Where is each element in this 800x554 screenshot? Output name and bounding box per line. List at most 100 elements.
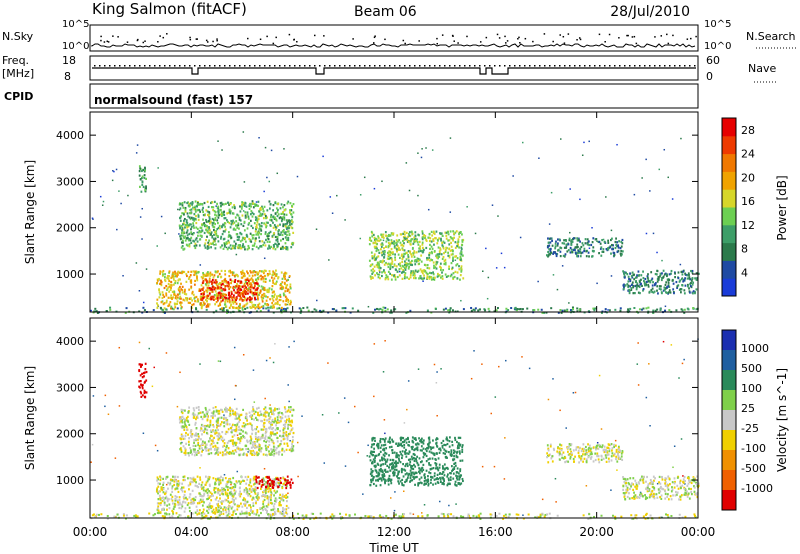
echo-cell: [431, 259, 434, 262]
echo-cell: [548, 237, 551, 240]
echo-cell: [244, 292, 247, 296]
echo-cell: [271, 291, 274, 294]
noise-cell: [113, 170, 115, 173]
ground-scatter-cell: [675, 309, 678, 312]
echo-cell: [188, 216, 191, 219]
echo-cell: [289, 287, 292, 290]
echo-cell: [244, 240, 247, 243]
noise-cell: [403, 422, 406, 424]
echo-cell: [202, 275, 205, 278]
echo-cell: [680, 270, 683, 274]
echo-cell: [402, 265, 405, 268]
echo-cell: [670, 272, 672, 275]
echo-cell: [191, 203, 194, 206]
echo-cell: [279, 233, 282, 236]
ground-scatter-cell: [171, 307, 174, 310]
echo-cell: [266, 475, 269, 479]
echo-cell: [241, 239, 244, 242]
echo-cell: [286, 475, 289, 478]
echo-cell: [279, 481, 282, 484]
echo-cell: [184, 478, 186, 482]
echo-cell: [280, 231, 283, 234]
echo-cell: [660, 278, 663, 282]
echo-cell: [194, 279, 196, 283]
echo-cell: [188, 406, 191, 409]
echo-cell: [274, 407, 276, 410]
echo-cell: [221, 213, 224, 216]
echo-cell: [230, 219, 233, 223]
echo-cell: [611, 243, 613, 247]
echo-cell: [235, 302, 238, 305]
ground-scatter-cell: [379, 514, 382, 517]
echo-cell: [606, 248, 609, 252]
echo-cell: [171, 274, 174, 277]
echo-cell: [201, 229, 204, 232]
echo-cell: [220, 438, 223, 441]
echo-cell: [426, 263, 429, 267]
power-colorbar-tick-label: 12: [741, 219, 755, 232]
echo-cell: [211, 492, 213, 496]
echo-cell: [223, 237, 226, 240]
echo-cell: [193, 283, 196, 286]
echo-cell: [378, 239, 381, 242]
echo-cell: [576, 243, 579, 246]
echo-cell: [258, 302, 261, 305]
echo-cell: [381, 274, 383, 278]
ground-scatter-cell: [627, 309, 630, 312]
echo-cell: [285, 285, 288, 288]
noise-cell: [92, 395, 95, 397]
echo-cell: [668, 273, 671, 276]
echo-cell: [563, 246, 566, 249]
echo-cell: [638, 285, 641, 289]
ground-scatter-cell: [283, 515, 286, 518]
ground-scatter-cell: [619, 309, 622, 312]
echo-cell: [217, 481, 220, 484]
echo-cell: [445, 234, 448, 237]
echo-cell: [210, 231, 213, 234]
echo-cell: [241, 298, 244, 302]
echo-cell: [205, 224, 207, 228]
echo-cell: [183, 428, 186, 431]
ground-scatter-cell: [179, 514, 182, 517]
echo-cell: [438, 255, 441, 258]
noise-cell: [181, 441, 183, 444]
noise-cell: [448, 504, 450, 507]
echo-cell: [387, 270, 390, 273]
echo-cell: [199, 498, 202, 501]
echo-cell: [209, 273, 212, 276]
echo-cell: [265, 295, 267, 298]
echo-cell: [379, 267, 382, 270]
echo-cell: [264, 231, 267, 234]
echo-cell: [171, 297, 173, 300]
echo-cell: [684, 277, 687, 280]
echo-cell: [257, 492, 259, 495]
echo-cell: [215, 300, 218, 304]
ground-scatter-cell: [533, 309, 536, 312]
echo-cell: [458, 232, 460, 236]
echo-cell: [282, 477, 285, 480]
echo-cell: [274, 499, 276, 503]
echo-cell: [626, 273, 629, 276]
echo-cell: [409, 239, 412, 243]
ground-scatter-cell: [296, 512, 299, 515]
echo-cell: [173, 478, 176, 481]
echo-cell: [262, 286, 265, 289]
noise-cell: [263, 467, 266, 470]
echo-cell: [285, 247, 288, 251]
echo-cell: [599, 247, 602, 250]
echo-cell: [263, 293, 266, 296]
echo-cell: [195, 505, 198, 508]
echo-cell: [583, 249, 586, 253]
echo-cell: [280, 219, 283, 223]
echo-cell: [211, 288, 214, 291]
echo-cell: [170, 284, 173, 287]
echo-cell: [188, 506, 191, 509]
ground-scatter-cell: [683, 311, 686, 314]
echo-cell: [581, 242, 584, 245]
echo-cell: [244, 211, 247, 214]
echo-cell: [383, 256, 385, 259]
noise-cell: [405, 162, 408, 164]
echo-cell: [256, 494, 259, 497]
ground-scatter-cell: [377, 308, 380, 311]
echo-cell: [269, 484, 272, 487]
